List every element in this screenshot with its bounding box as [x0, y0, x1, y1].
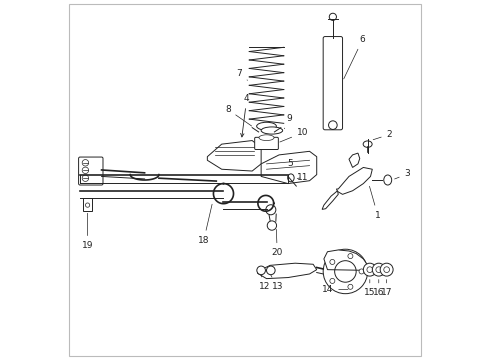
Circle shape — [330, 278, 335, 283]
Circle shape — [348, 284, 353, 289]
Text: 8: 8 — [225, 105, 252, 126]
Text: 3: 3 — [394, 170, 410, 179]
Ellipse shape — [384, 175, 392, 185]
Circle shape — [376, 267, 382, 273]
FancyBboxPatch shape — [78, 157, 103, 185]
Text: 11: 11 — [297, 173, 309, 182]
Ellipse shape — [363, 141, 372, 147]
Ellipse shape — [288, 174, 294, 182]
Circle shape — [348, 253, 353, 258]
Text: 18: 18 — [198, 204, 212, 245]
Text: 4: 4 — [241, 94, 249, 137]
FancyBboxPatch shape — [255, 137, 278, 149]
Text: 10: 10 — [280, 128, 309, 142]
Circle shape — [257, 266, 266, 275]
Polygon shape — [337, 167, 372, 194]
FancyBboxPatch shape — [83, 198, 92, 211]
Circle shape — [359, 269, 364, 274]
Polygon shape — [207, 140, 261, 171]
Polygon shape — [261, 151, 317, 184]
Text: 19: 19 — [82, 213, 93, 250]
Circle shape — [372, 263, 385, 276]
Text: 17: 17 — [381, 280, 392, 297]
Polygon shape — [258, 263, 317, 279]
Circle shape — [330, 260, 335, 265]
Text: 15: 15 — [364, 280, 375, 297]
Text: 13: 13 — [271, 275, 283, 291]
Text: 1: 1 — [369, 186, 381, 220]
Text: 2: 2 — [373, 130, 392, 140]
Text: 12: 12 — [259, 275, 270, 291]
Circle shape — [380, 263, 393, 276]
Polygon shape — [322, 191, 338, 210]
Polygon shape — [349, 153, 360, 167]
FancyBboxPatch shape — [323, 37, 343, 130]
Circle shape — [267, 266, 275, 275]
Ellipse shape — [261, 127, 283, 134]
Text: 20: 20 — [271, 229, 283, 257]
Circle shape — [384, 267, 390, 273]
Polygon shape — [324, 250, 367, 270]
Text: 5: 5 — [287, 159, 293, 168]
Ellipse shape — [259, 135, 274, 140]
Circle shape — [367, 267, 373, 273]
Text: 16: 16 — [373, 280, 385, 297]
Text: 9: 9 — [285, 114, 292, 129]
Text: 7: 7 — [236, 69, 247, 80]
Text: 14: 14 — [322, 285, 348, 294]
Text: 6: 6 — [344, 35, 366, 79]
Ellipse shape — [257, 122, 276, 130]
Circle shape — [364, 263, 376, 276]
